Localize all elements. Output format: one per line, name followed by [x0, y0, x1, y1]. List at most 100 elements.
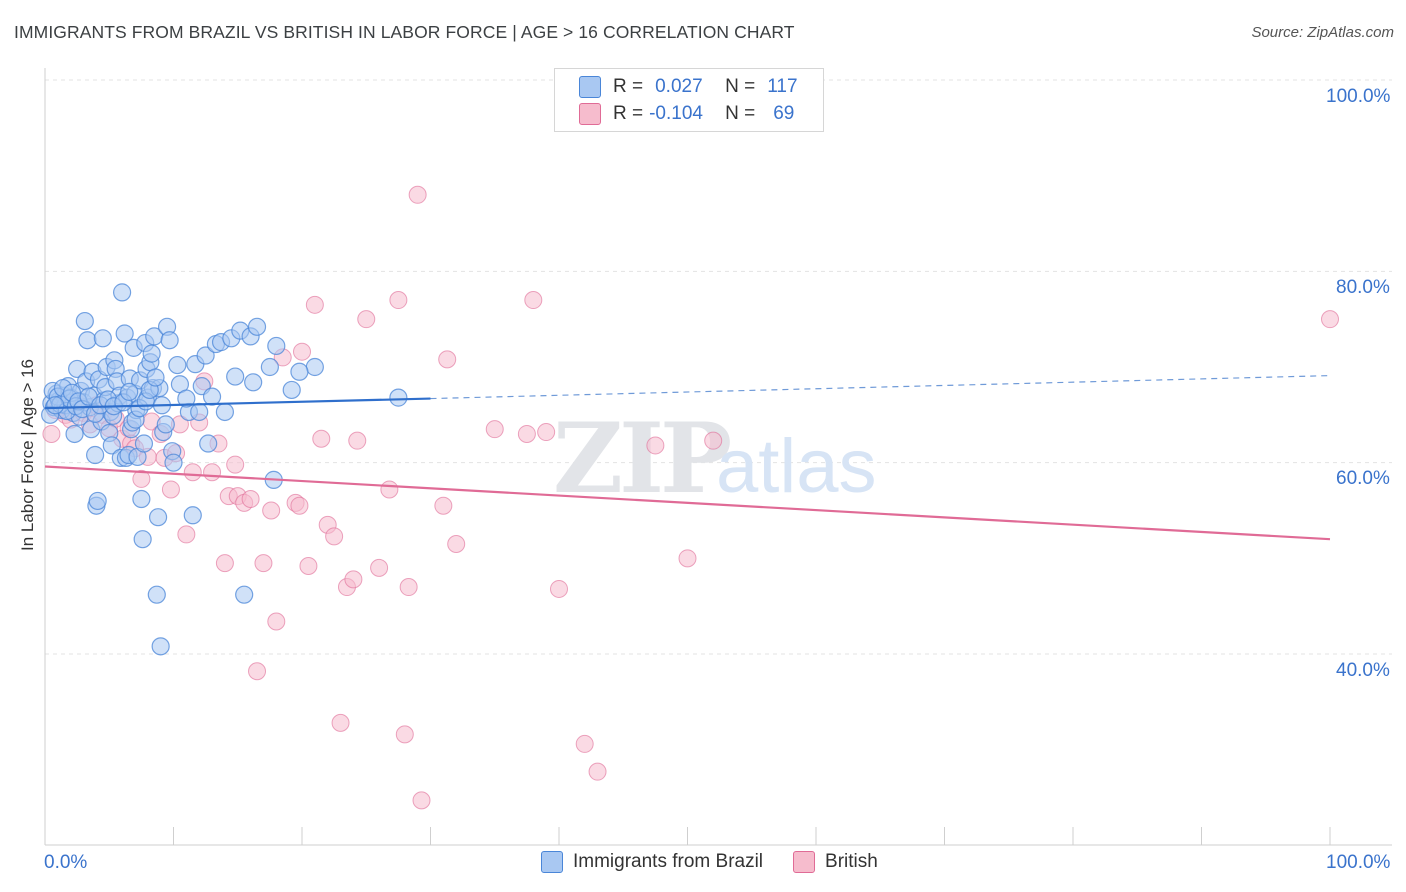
brazil-point [156, 415, 175, 434]
british-point [290, 496, 309, 515]
legend-r-label: R = [613, 103, 644, 124]
brazil-point [260, 357, 279, 377]
brazil-point [389, 388, 408, 407]
bottom-legend: Immigrants from Brazil British [541, 851, 908, 873]
british-trend-line [44, 465, 1331, 541]
brazil-point [75, 311, 94, 331]
brazil-point [120, 382, 139, 401]
brazil-point [247, 317, 267, 336]
brazil-point [46, 396, 65, 415]
legend-n-value: 117 [767, 76, 798, 97]
brazil-point [142, 344, 161, 363]
british-point [370, 558, 389, 577]
british-point [678, 549, 697, 568]
british-point [537, 423, 556, 442]
legend: R = 0.027 N = 117 R = -0.104 N = 69 [554, 68, 824, 132]
british-point [325, 527, 344, 546]
brazil-point [199, 434, 218, 453]
british-point [438, 350, 457, 369]
british-point [434, 496, 453, 515]
brazil-point [160, 331, 179, 350]
british-point [357, 310, 376, 329]
watermark-zip: ZIP [553, 402, 730, 515]
brazil-point [102, 436, 121, 455]
brazil-point [147, 585, 166, 604]
brazil-point [88, 491, 107, 511]
british-point [485, 420, 504, 439]
y-axis-label: In Labor Force | Age > 16 [18, 358, 37, 552]
brazil-point [267, 336, 286, 356]
brazil-point [244, 373, 263, 392]
british-point [395, 725, 414, 744]
british-point [262, 501, 281, 520]
legend-row-british: R = -0.104 N = 69 [579, 101, 794, 127]
british-point [241, 490, 260, 509]
brazil-point [93, 329, 112, 348]
chart-title: IMMIGRANTS FROM BRAZIL VS BRITISH IN LAB… [14, 22, 795, 42]
british-point [177, 525, 196, 544]
british-points [42, 185, 1339, 810]
british-point [312, 429, 331, 448]
british-point [331, 713, 350, 732]
british-point [524, 291, 543, 310]
watermark-atlas: atlas [716, 424, 877, 509]
brazil-points [41, 283, 408, 656]
legend-swatch-british [579, 103, 601, 125]
brazil-point [305, 357, 324, 377]
british-point [203, 463, 222, 482]
brazil-point [132, 489, 151, 509]
brazil-trend-extension [430, 375, 1331, 400]
british-point [575, 734, 594, 753]
y-tick-label: 40.0% [1336, 660, 1390, 681]
british-point [254, 554, 273, 573]
brazil-point [235, 585, 254, 604]
british-point [447, 534, 466, 553]
brazil-point [86, 445, 105, 465]
bottom-legend-label: British [825, 851, 878, 872]
brazil-point [151, 637, 170, 656]
british-point [412, 791, 431, 810]
legend-swatch-british [793, 851, 816, 873]
british-point [344, 570, 363, 589]
british-point [517, 424, 536, 443]
british-point [248, 662, 267, 681]
bottom-legend-label: Immigrants from Brazil [573, 851, 764, 872]
british-point [408, 185, 427, 204]
british-point [305, 295, 324, 314]
british-point [399, 578, 418, 597]
legend-n-label: N = [725, 103, 756, 124]
british-point [588, 762, 607, 781]
brazil-point [115, 324, 134, 343]
british-point [215, 554, 234, 573]
x-tick-label: 100.0% [1326, 852, 1391, 873]
brazil-point [112, 283, 132, 302]
british-point [226, 455, 245, 474]
legend-row-brazil: R = 0.027 N = 117 [579, 74, 798, 100]
british-point [132, 469, 151, 488]
brazil-point [202, 387, 222, 406]
legend-r-label: R = [613, 76, 644, 97]
y-tick-label: 80.0% [1336, 277, 1390, 298]
british-point [380, 480, 399, 499]
british-point [293, 342, 311, 361]
axes [44, 68, 1392, 846]
brazil-point [282, 380, 301, 400]
british-point [42, 424, 61, 443]
british-point [161, 480, 180, 499]
brazil-trend-line [44, 397, 431, 410]
british-point [646, 436, 665, 455]
legend-n-value: 69 [773, 103, 795, 124]
british-point [704, 431, 723, 450]
brazil-point [164, 453, 183, 472]
british-point [389, 291, 408, 310]
brazil-point [148, 508, 168, 527]
brazil-point [146, 368, 165, 387]
trend-lines [44, 375, 1331, 541]
brazil-point [226, 367, 245, 386]
brazil-point [290, 362, 309, 381]
brazil-point [196, 346, 215, 365]
british-point [1321, 310, 1339, 329]
brazil-point [78, 331, 97, 350]
british-point [267, 612, 286, 631]
british-point [183, 463, 202, 482]
